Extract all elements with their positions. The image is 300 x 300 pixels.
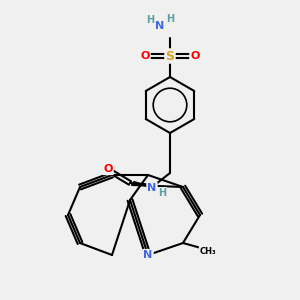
Text: N: N [155, 21, 165, 31]
Text: O: O [140, 51, 150, 61]
Text: S: S [166, 50, 175, 62]
Text: N: N [143, 250, 153, 260]
Text: H: H [146, 15, 154, 25]
Text: N: N [147, 183, 157, 193]
Text: O: O [103, 164, 113, 174]
Text: CH₃: CH₃ [200, 247, 216, 256]
Text: H: H [166, 14, 174, 24]
Text: H: H [158, 188, 166, 198]
Text: O: O [190, 51, 200, 61]
